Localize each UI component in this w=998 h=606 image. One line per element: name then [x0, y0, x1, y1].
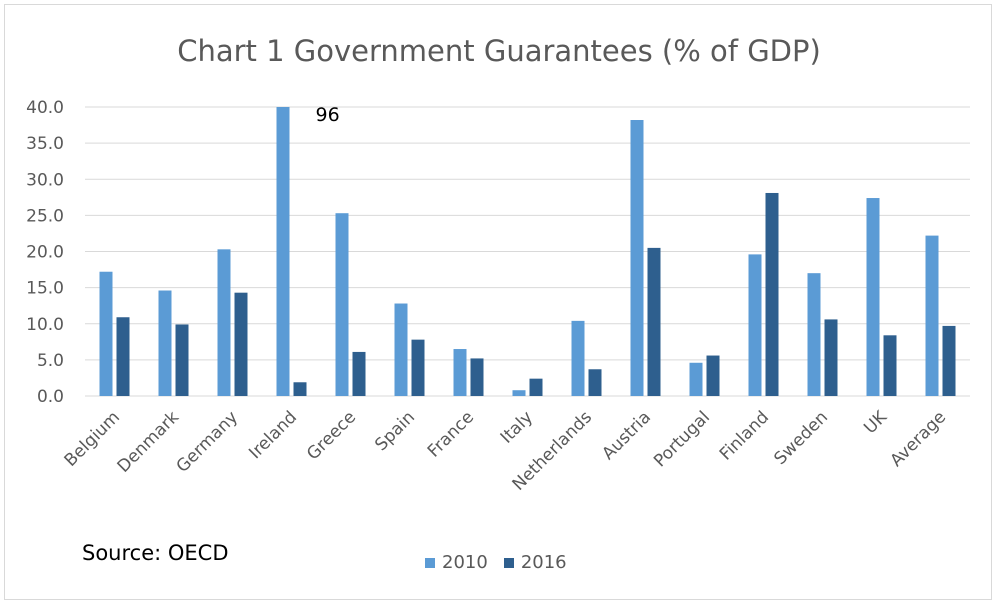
bar-2010-finland — [748, 254, 762, 396]
x-category-label: Denmark — [114, 407, 184, 477]
bar-2010-netherlands — [571, 320, 585, 396]
x-category-label: Portugal — [650, 407, 714, 471]
bar-2016-spain — [411, 339, 425, 396]
x-category-label: Greece — [303, 407, 360, 464]
bar-2016-austria — [647, 247, 661, 396]
x-category-label: Germany — [173, 407, 242, 476]
bar-2010-greece — [335, 213, 349, 396]
x-category-label: Spain — [371, 407, 419, 455]
y-axis-ticks: 0.0 5.0 10.0 15.0 20.0 25.0 30.0 35.0 40.0 — [26, 98, 64, 407]
bar-2010-france — [453, 349, 467, 396]
bar-2010-germany — [217, 249, 231, 396]
x-category-label: Italy — [497, 407, 537, 447]
bar-2010-sweden — [807, 273, 821, 396]
bar-2016-netherlands — [588, 369, 602, 396]
x-category-label: Average — [887, 407, 951, 471]
x-category-label: Finland — [716, 407, 773, 464]
x-category-label: Ireland — [245, 407, 301, 463]
legend: 2010 2016 — [425, 552, 583, 573]
legend-label-2010: 2010 — [442, 552, 488, 573]
bar-2016-germany — [234, 292, 248, 396]
legend-item-2010: 2010 — [425, 552, 488, 573]
x-category-label: UK — [860, 407, 891, 438]
bar-2016-belgium — [116, 317, 130, 396]
bar-2010-denmark — [158, 290, 172, 396]
source-note: Source: OECD — [82, 541, 229, 565]
x-category-label: Sweden — [770, 407, 832, 469]
bar-2010-austria — [630, 120, 644, 396]
bar-2016-sweden — [824, 319, 838, 396]
gridlines — [85, 106, 970, 397]
bar-2010-belgium — [99, 271, 113, 396]
bar-2016-greece — [352, 351, 366, 396]
bar-2010-portugal — [689, 362, 703, 396]
bar-2010-uk — [866, 198, 880, 396]
bar-2016-average — [942, 325, 956, 396]
annotations: 96 — [316, 104, 340, 126]
y-tick-label: 30.0 — [26, 170, 64, 190]
bar-2016-ireland — [293, 382, 307, 396]
bar-2010-average — [925, 235, 939, 396]
legend-swatch-2016 — [503, 557, 514, 568]
bar-2016-finland — [765, 192, 779, 396]
bar-annotation-label: 96 — [316, 104, 340, 126]
y-tick-label: 10.0 — [26, 315, 64, 335]
y-tick-label: 0.0 — [37, 387, 64, 407]
y-tick-label: 15.0 — [26, 279, 64, 299]
bar-2016-portugal — [706, 355, 720, 396]
legend-label-2016: 2016 — [520, 552, 567, 573]
bar-2010-ireland — [276, 107, 290, 396]
bar-2016-italy — [529, 378, 543, 396]
bar-2010-spain — [394, 303, 408, 396]
bar-2016-uk — [883, 335, 897, 396]
x-category-label: France — [424, 407, 478, 461]
y-tick-label: 20.0 — [26, 243, 64, 263]
bar-2016-france — [470, 358, 484, 396]
bar-2016-denmark — [175, 324, 189, 396]
legend-item-2016: 2016 — [503, 552, 567, 573]
y-tick-label: 25.0 — [26, 206, 64, 226]
chart-title: Chart 1 Government Guarantees (% of GDP) — [177, 34, 821, 68]
bar-2010-italy — [512, 390, 526, 396]
legend-swatch-2010 — [425, 557, 435, 568]
x-category-label: Austria — [598, 407, 655, 464]
y-tick-label: 35.0 — [26, 134, 64, 154]
y-tick-label: 40.0 — [26, 98, 64, 118]
y-tick-label: 5.0 — [37, 351, 64, 371]
bars — [99, 107, 956, 396]
